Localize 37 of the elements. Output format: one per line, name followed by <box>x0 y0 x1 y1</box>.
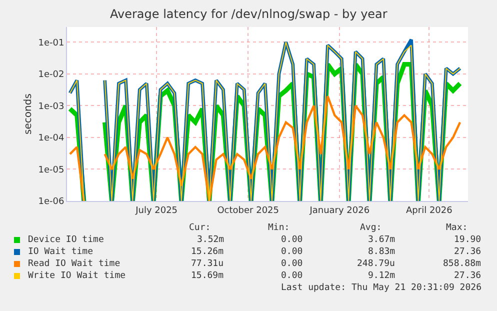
x-tick-label: January 2026 <box>308 206 370 216</box>
text: 8.83m <box>368 247 396 257</box>
text: 27.36 <box>454 247 482 257</box>
text: 858.88m <box>443 259 481 269</box>
y-tick-label: 1e-01 <box>38 38 64 48</box>
x-tick-label: April 2026 <box>406 206 453 216</box>
y-tick-label: 1e-05 <box>38 165 64 176</box>
text: 248.79u <box>357 259 395 269</box>
text: Min: <box>268 223 290 233</box>
chart-title: Average latency for /dev/nlnog/swap - by year <box>110 7 388 21</box>
text: 15.26m <box>191 247 224 257</box>
text: Cur: <box>189 223 211 233</box>
text: 3.52m <box>197 235 224 245</box>
text: 0.00 <box>281 259 303 269</box>
y-tick-label: 1e-03 <box>38 102 64 112</box>
y-tick-label: 1e-02 <box>38 70 64 80</box>
text: Last update: Thu May 21 20:31:09 2026 <box>281 283 482 293</box>
x-tick-label: October 2025 <box>217 206 279 216</box>
text: Max: <box>446 223 468 233</box>
text: 15.69m <box>191 271 224 281</box>
legend-label: Write IO Wait time <box>28 271 126 281</box>
legend-label: Read IO Wait time <box>28 259 120 269</box>
text: 27.36 <box>454 271 482 281</box>
text: 0.00 <box>281 247 303 257</box>
text: 3.67m <box>368 235 396 245</box>
text: 77.31u <box>191 259 224 269</box>
y-axis-title: seconds <box>23 94 34 134</box>
x-tick-label: July 2025 <box>134 206 178 216</box>
text: Avg: <box>360 223 382 233</box>
y-tick-label: 1e-06 <box>38 197 64 208</box>
text: 19.90 <box>454 235 482 245</box>
text: 0.00 <box>281 271 303 281</box>
text: 0.00 <box>281 235 303 245</box>
legend-label: IO Wait time <box>28 247 94 257</box>
y-tick-label: 1e-04 <box>38 134 64 144</box>
text: 9.12m <box>368 271 396 281</box>
legend-label: Device IO time <box>28 235 104 245</box>
